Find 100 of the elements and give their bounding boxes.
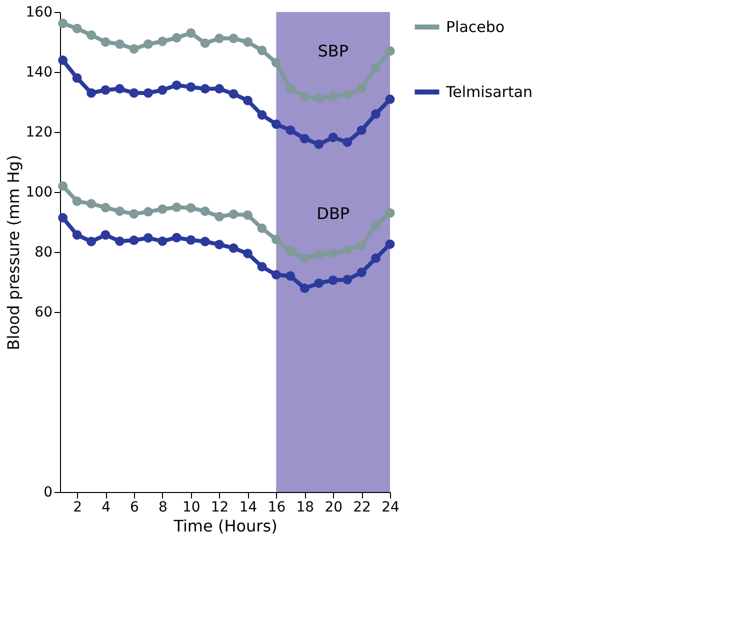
- point: [200, 206, 210, 216]
- x-tick-label: 12: [210, 500, 229, 516]
- point: [257, 110, 267, 120]
- point: [200, 236, 210, 246]
- point: [286, 84, 296, 94]
- point: [228, 243, 238, 253]
- point: [172, 232, 182, 242]
- point: [58, 213, 68, 223]
- point: [115, 39, 124, 49]
- point: [200, 84, 210, 94]
- point: [72, 196, 82, 206]
- point: [371, 109, 381, 119]
- point: [314, 140, 324, 150]
- point: [342, 245, 352, 255]
- point: [86, 198, 96, 208]
- y-tick-label: 160: [26, 4, 52, 20]
- point: [100, 202, 110, 212]
- point: [300, 92, 310, 102]
- point: [342, 274, 352, 284]
- point: [385, 239, 395, 249]
- point: [243, 96, 252, 106]
- point: [115, 84, 124, 94]
- x-tick-label: 24: [382, 500, 400, 516]
- point: [356, 125, 366, 135]
- point: [257, 224, 267, 234]
- point: [300, 254, 310, 264]
- y-tick-label: 80: [34, 244, 52, 260]
- x-tick-label: 18: [296, 500, 314, 516]
- point: [172, 80, 182, 90]
- point: [328, 92, 338, 102]
- point: [214, 212, 224, 222]
- point: [143, 207, 153, 217]
- y-tick-label: 100: [26, 184, 52, 200]
- point: [143, 88, 153, 98]
- point: [129, 88, 139, 98]
- point: [385, 94, 395, 104]
- point: [228, 34, 238, 44]
- y-tick-label: 60: [34, 304, 52, 320]
- x-tick-label: 20: [324, 500, 343, 516]
- annotation: SBP: [318, 41, 349, 60]
- point: [58, 56, 68, 66]
- point: [58, 18, 68, 28]
- point: [143, 39, 153, 49]
- point: [186, 82, 196, 92]
- point: [158, 204, 168, 214]
- point: [356, 84, 366, 94]
- x-tick-label: 16: [268, 500, 286, 516]
- point: [100, 37, 110, 47]
- point: [200, 38, 210, 48]
- point: [356, 268, 366, 278]
- x-tick-label: 2: [73, 500, 82, 516]
- point: [286, 246, 296, 256]
- point: [243, 248, 252, 258]
- point: [172, 202, 182, 212]
- x-tick-label: 10: [182, 500, 200, 516]
- point: [129, 236, 139, 246]
- point: [129, 44, 139, 54]
- point: [158, 236, 168, 246]
- point: [356, 240, 366, 250]
- y-tick-label: 120: [26, 124, 52, 140]
- point: [214, 84, 224, 94]
- point: [371, 254, 381, 264]
- point: [271, 119, 281, 129]
- point: [100, 85, 110, 95]
- x-tick-label: 14: [239, 500, 258, 516]
- point: [186, 235, 196, 245]
- point: [58, 181, 68, 191]
- point: [86, 30, 96, 40]
- point: [342, 89, 352, 99]
- point: [342, 137, 352, 147]
- point: [300, 134, 310, 144]
- point: [228, 209, 238, 219]
- x-tick-label: 6: [130, 500, 140, 516]
- point: [129, 209, 139, 219]
- point: [115, 206, 124, 216]
- point: [385, 208, 395, 218]
- point: [186, 203, 196, 213]
- point: [271, 58, 281, 68]
- point: [371, 63, 381, 73]
- point: [72, 24, 82, 34]
- x-tick-label: 8: [158, 500, 168, 516]
- point: [158, 85, 168, 95]
- point: [271, 234, 281, 244]
- point: [214, 34, 224, 44]
- point: [314, 278, 324, 288]
- point: [314, 94, 324, 104]
- point: [243, 210, 252, 220]
- point: [371, 220, 381, 230]
- point: [328, 275, 338, 285]
- y-tick-label: 0: [44, 484, 52, 500]
- x-axis-title: Time (Hours): [172, 516, 278, 536]
- x-tick-label: 4: [102, 500, 111, 516]
- point: [300, 284, 310, 294]
- y-axis-title: Blood pressure (mm Hg): [4, 154, 23, 350]
- point: [328, 248, 338, 258]
- point: [257, 262, 267, 272]
- point: [243, 37, 252, 47]
- point: [72, 230, 82, 240]
- point: [257, 46, 267, 56]
- point: [72, 73, 82, 83]
